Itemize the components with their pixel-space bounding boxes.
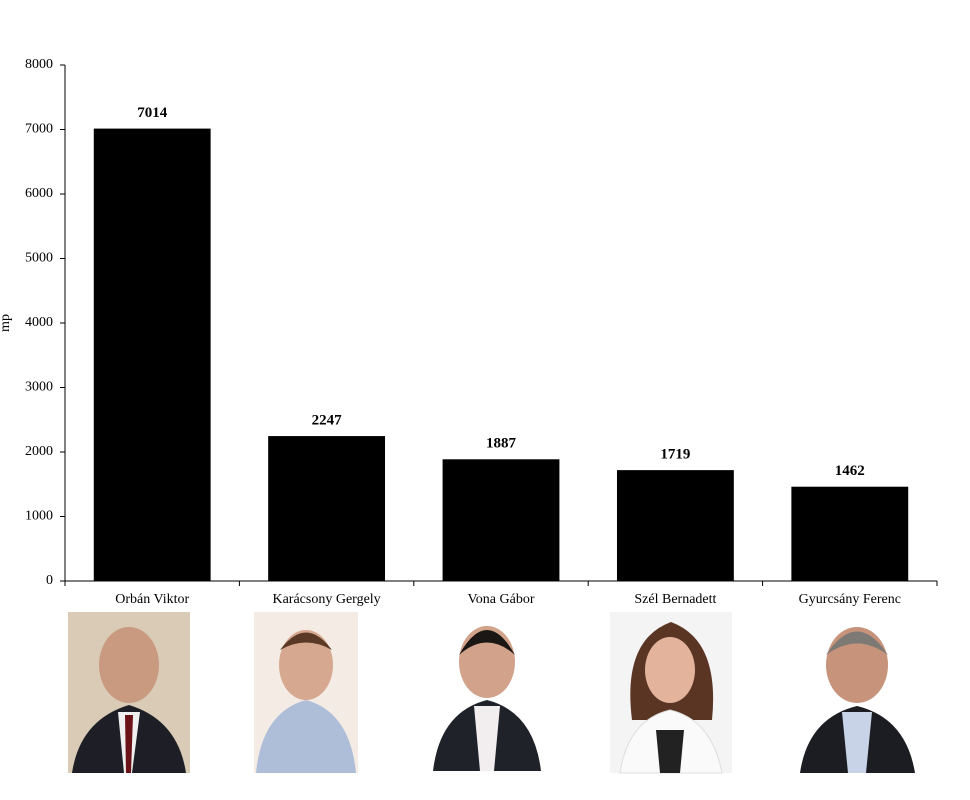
y-tick-label: 1000 bbox=[25, 509, 53, 524]
y-axis-label: mp bbox=[0, 314, 13, 332]
photo bbox=[797, 612, 918, 773]
photo bbox=[610, 612, 732, 774]
y-tick-label: 2000 bbox=[25, 444, 53, 459]
bar bbox=[442, 459, 560, 581]
y-tick-label: 0 bbox=[46, 573, 53, 588]
value-label: 7014 bbox=[137, 105, 168, 121]
x-tick-label: Vona Gábor bbox=[467, 592, 534, 607]
y-tick-label: 5000 bbox=[25, 251, 53, 266]
photo bbox=[68, 612, 190, 773]
x-tick-label: Karácsony Gergely bbox=[272, 592, 380, 607]
value-label: 1719 bbox=[660, 447, 690, 463]
value-label: 1462 bbox=[835, 463, 865, 479]
y-tick-label: 6000 bbox=[25, 186, 53, 201]
value-label: 2247 bbox=[312, 413, 343, 429]
x-tick-label: Orbán Viktor bbox=[115, 592, 189, 607]
photo bbox=[431, 612, 543, 771]
photos bbox=[68, 612, 918, 774]
value-label: 1887 bbox=[486, 436, 517, 452]
photo bbox=[254, 612, 358, 773]
bar bbox=[268, 436, 386, 581]
x-tick-label: Szél Bernadett bbox=[634, 592, 716, 607]
bar bbox=[791, 486, 909, 581]
y-tick-label: 4000 bbox=[25, 315, 53, 330]
y-tick-label: 8000 bbox=[25, 57, 53, 72]
y-tick-label: 3000 bbox=[25, 380, 53, 395]
y-tick-label: 7000 bbox=[25, 122, 53, 137]
bar bbox=[616, 470, 734, 581]
x-tick-label: Gyurcsány Ferenc bbox=[799, 592, 901, 607]
bar bbox=[93, 128, 211, 582]
